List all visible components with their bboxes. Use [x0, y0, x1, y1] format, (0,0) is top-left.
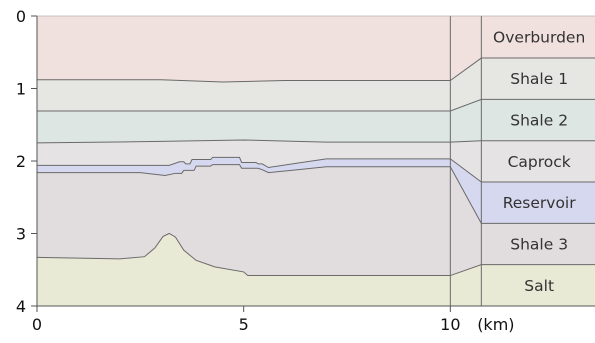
y-tick-label: 2 — [16, 152, 26, 171]
legend-label-shale-2: Shale 2 — [510, 112, 568, 130]
y-tick-label: 3 — [16, 225, 26, 244]
x-tick-label: 5 — [239, 315, 249, 334]
legend-label-shale-3: Shale 3 — [510, 236, 568, 254]
y-tick-label: 4 — [16, 297, 26, 316]
legend-label-shale-1: Shale 1 — [510, 70, 568, 88]
x-tick-label: 10 — [440, 315, 460, 334]
x-tick-label: 0 — [32, 315, 42, 334]
x-axis-unit-label: (km) — [477, 315, 514, 334]
legend-label-salt: Salt — [524, 277, 554, 295]
y-tick-label: 0 — [16, 7, 26, 26]
legend-label-overburden: Overburden — [493, 29, 585, 47]
legend-label-caprock: Caprock — [508, 153, 571, 171]
y-tick-label: 1 — [16, 80, 26, 99]
legend-label-reservoir: Reservoir — [503, 194, 577, 212]
